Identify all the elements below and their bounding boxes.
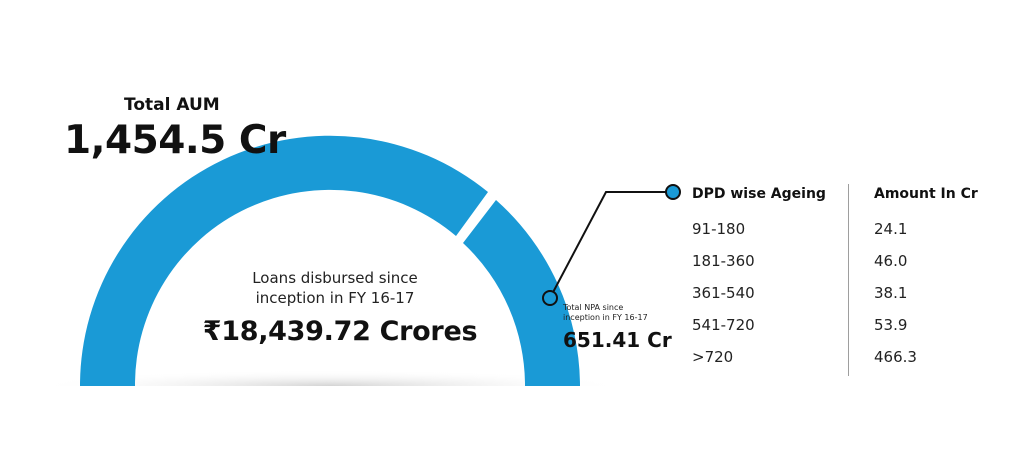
table-cell-bucket: 541-720 — [692, 316, 755, 334]
total-aum-label: Total AUM — [124, 95, 220, 115]
loans-disbursed-label-line1: Loans disbursed since — [252, 269, 418, 287]
total-aum-value: 1,454.5 Cr — [64, 118, 286, 163]
table-cell-amount: 466.3 — [874, 348, 917, 366]
table-header-dpd-ageing: DPD wise Ageing — [692, 186, 826, 202]
table-header-amount: Amount In Cr — [874, 186, 978, 202]
gauge-arc-main — [79, 135, 488, 386]
loans-disbursed-label: Loans disbursed since inception in FY 16… — [215, 268, 455, 308]
table-cell-amount: 46.0 — [874, 252, 908, 270]
total-npa-label-line2: inception in FY 16-17 — [563, 313, 648, 322]
table-cell-bucket: >720 — [692, 348, 734, 366]
table-marker-dot — [665, 184, 681, 200]
table-cell-bucket: 181-360 — [692, 252, 755, 270]
total-npa-value: 651.41 Cr — [563, 328, 672, 352]
loans-disbursed-label-line2: inception in FY 16-17 — [255, 289, 415, 307]
table-cell-bucket: 361-540 — [692, 284, 755, 302]
loans-disbursed-value: ₹18,439.72 Crores — [202, 316, 478, 347]
gauge-arc-npa-segment — [463, 200, 580, 386]
npa-marker-dot — [542, 290, 558, 306]
table-cell-amount: 24.1 — [874, 220, 908, 238]
npa-connector-line — [549, 191, 668, 299]
table-cell-amount: 53.9 — [874, 316, 908, 334]
table-column-divider — [848, 184, 849, 376]
table-cell-amount: 38.1 — [874, 284, 908, 302]
total-npa-label: Total NPA since inception in FY 16-17 — [563, 303, 673, 323]
table-cell-bucket: 91-180 — [692, 220, 746, 238]
total-npa-label-line1: Total NPA since — [563, 303, 624, 312]
gauge-base-mask — [0, 386, 1024, 471]
